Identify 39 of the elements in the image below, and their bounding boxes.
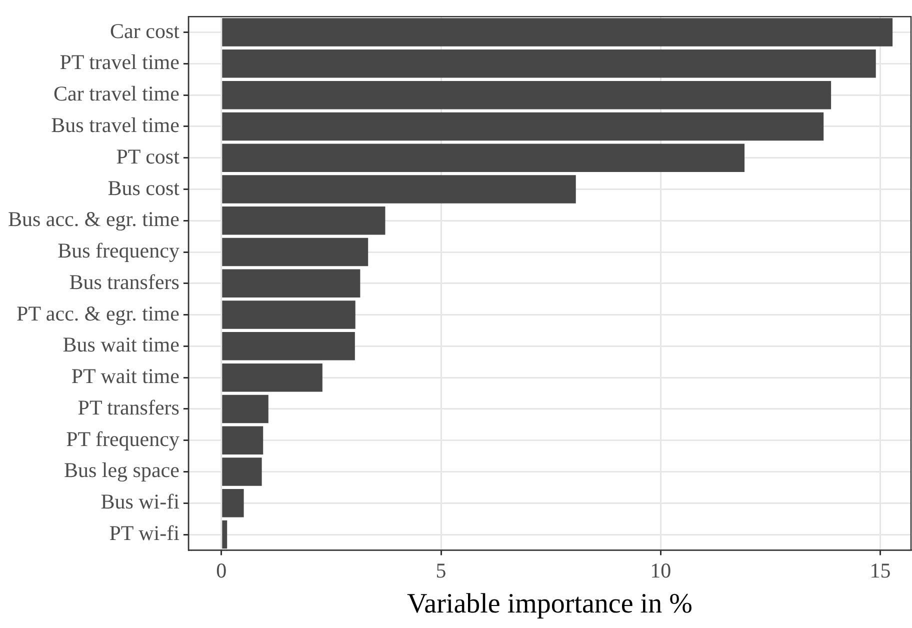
y-tick-label: Bus frequency xyxy=(58,238,180,263)
bar xyxy=(222,332,355,360)
bar xyxy=(222,269,360,298)
bar xyxy=(222,488,244,518)
y-tick-label: PT transfers xyxy=(78,395,180,420)
bar xyxy=(222,426,264,454)
bar xyxy=(222,50,876,78)
bar xyxy=(222,18,893,46)
bar xyxy=(222,394,268,424)
y-tick-label: Car cost xyxy=(110,18,180,43)
bar xyxy=(222,363,322,392)
bar xyxy=(222,458,262,486)
y-tick-label: PT frequency xyxy=(66,426,180,451)
x-tick-label: 5 xyxy=(436,558,446,582)
bar xyxy=(222,175,576,204)
y-tick-label: Bus cost xyxy=(108,176,180,200)
y-tick-label: Bus wi-fi xyxy=(100,490,180,514)
x-tick-label: 15 xyxy=(870,558,891,582)
y-tick-label: Bus travel time xyxy=(51,112,180,137)
y-tick-label: Bus acc. & egr. time xyxy=(8,207,180,232)
bar xyxy=(222,206,386,235)
y-tick-label: Bus transfers xyxy=(69,270,180,294)
bar xyxy=(222,520,228,549)
bar xyxy=(222,238,368,266)
bar xyxy=(222,144,745,172)
bar xyxy=(222,80,832,110)
y-tick-label: PT wait time xyxy=(71,364,180,388)
y-tick-label: PT cost xyxy=(116,144,180,168)
y-tick-label: Car travel time xyxy=(54,82,180,106)
y-tick-label: PT wi-fi xyxy=(109,521,180,546)
y-tick-label: PT travel time xyxy=(60,50,180,74)
bar xyxy=(222,300,356,329)
x-tick-label: 10 xyxy=(650,558,672,582)
y-tick-label: PT acc. & egr. time xyxy=(16,301,180,326)
y-tick-label: Bus wait time xyxy=(62,332,180,357)
y-tick-label: Bus leg space xyxy=(64,458,180,482)
x-axis-title: Variable importance in % xyxy=(407,588,692,620)
x-tick-label: 0 xyxy=(216,558,227,582)
bar xyxy=(222,112,824,141)
